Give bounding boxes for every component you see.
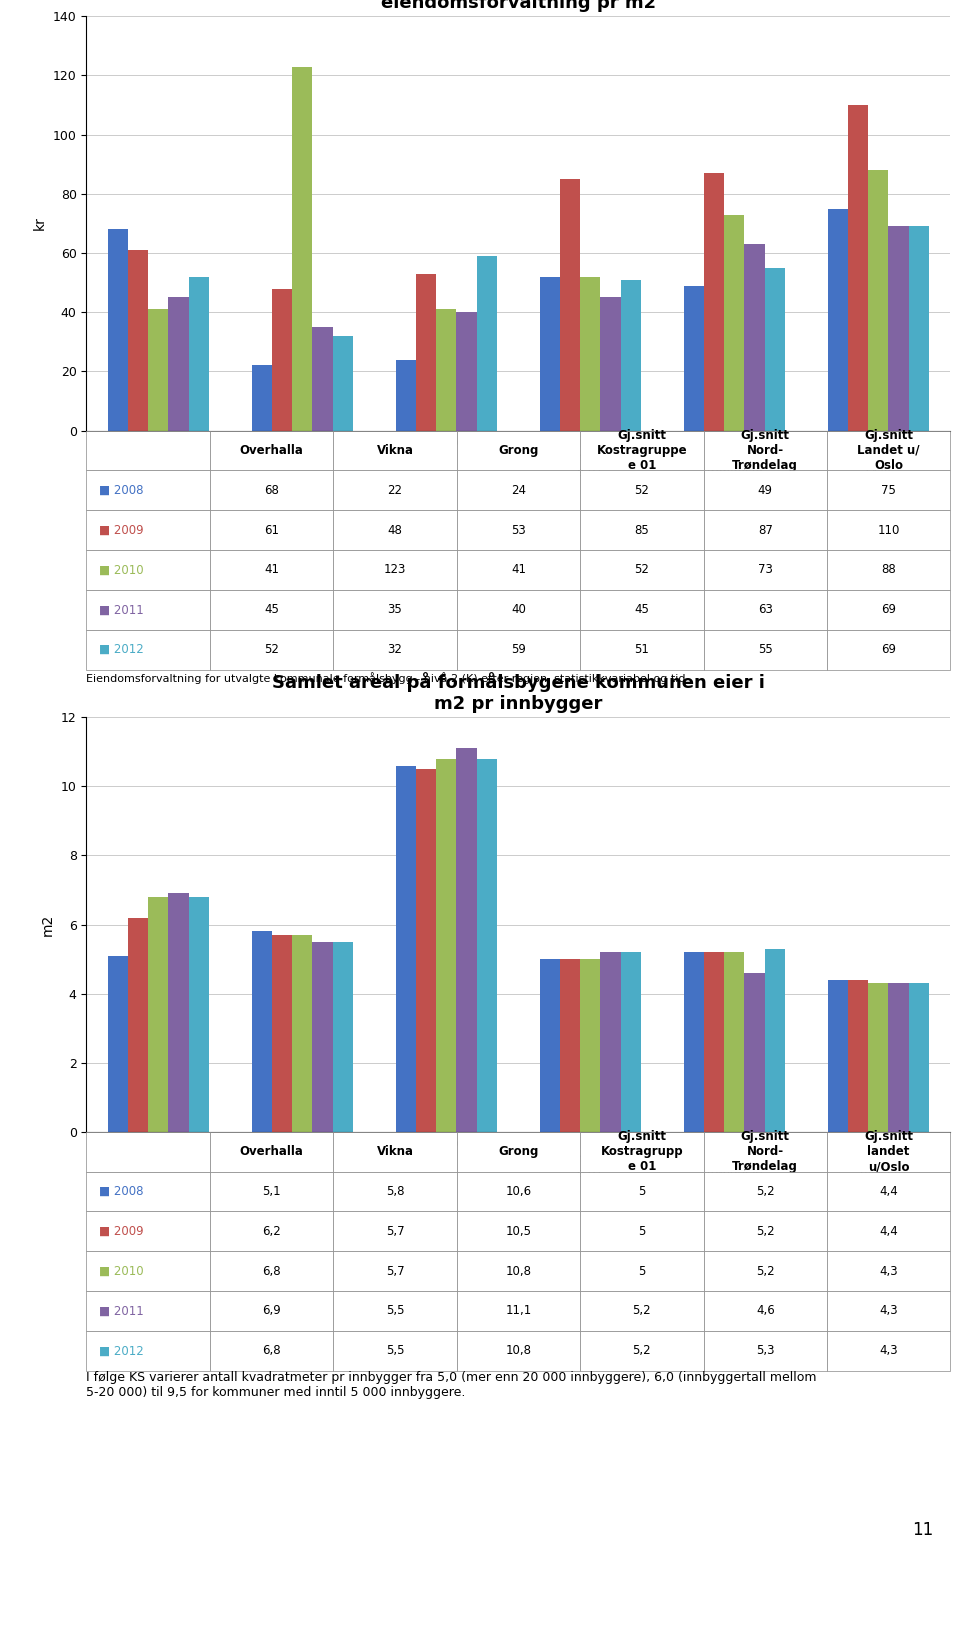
Bar: [849, 106, 868, 431]
Bar: [601, 953, 620, 1132]
Bar: [457, 748, 477, 1132]
Bar: [273, 935, 292, 1132]
Bar: [540, 959, 560, 1132]
Bar: [560, 179, 580, 431]
Text: 11: 11: [912, 1520, 933, 1540]
Bar: [621, 280, 641, 431]
Bar: [108, 956, 128, 1132]
Bar: [477, 759, 497, 1132]
Y-axis label: kr: kr: [34, 216, 47, 231]
Bar: [436, 759, 457, 1132]
Bar: [560, 959, 580, 1132]
Bar: [292, 67, 312, 431]
Bar: [313, 941, 332, 1132]
Bar: [396, 359, 417, 431]
Bar: [725, 215, 745, 431]
Bar: [457, 312, 477, 431]
Bar: [188, 898, 208, 1132]
Bar: [252, 366, 273, 431]
Title: Utgifter til vedlikeholdsaktiviteter i kommunal
eiendomsforvaltning pr m2: Utgifter til vedlikeholdsaktiviteter i k…: [283, 0, 754, 11]
Bar: [332, 337, 353, 431]
Bar: [868, 984, 888, 1132]
Bar: [108, 229, 128, 431]
Bar: [725, 953, 745, 1132]
Bar: [169, 893, 188, 1132]
Bar: [580, 959, 601, 1132]
Bar: [601, 298, 620, 431]
Bar: [704, 172, 724, 431]
Bar: [621, 953, 641, 1132]
Bar: [332, 941, 353, 1132]
Title: Samlet areal på formålsbygene kommunen eier i
m2 pr innbygger: Samlet areal på formålsbygene kommunen e…: [272, 672, 765, 714]
Bar: [252, 932, 273, 1132]
Bar: [828, 980, 848, 1132]
Bar: [764, 948, 784, 1132]
Text: Eiendomsforvaltning for utvalgte kommunale formålsbygg - nivå 2 (K) etter region: Eiendomsforvaltning for utvalgte kommuna…: [86, 672, 685, 685]
Bar: [888, 226, 908, 431]
Bar: [477, 255, 497, 431]
Bar: [684, 953, 704, 1132]
Bar: [744, 972, 764, 1132]
Bar: [169, 298, 188, 431]
Bar: [128, 250, 148, 431]
Bar: [148, 898, 168, 1132]
Bar: [908, 226, 928, 431]
Bar: [764, 268, 784, 431]
Bar: [396, 766, 417, 1132]
Bar: [580, 276, 601, 431]
Text: I følge KS varierer antall kvadratmeter pr innbygger fra 5,0 (mer enn 20 000 inn: I følge KS varierer antall kvadratmeter …: [86, 1371, 817, 1398]
Bar: [188, 276, 208, 431]
Bar: [704, 953, 724, 1132]
Bar: [128, 917, 148, 1132]
Bar: [273, 288, 292, 431]
Bar: [888, 984, 908, 1132]
Y-axis label: m2: m2: [41, 914, 56, 935]
Bar: [292, 935, 312, 1132]
Bar: [744, 244, 764, 431]
Bar: [540, 276, 560, 431]
Bar: [849, 980, 868, 1132]
Bar: [416, 273, 436, 431]
Bar: [436, 309, 457, 431]
Bar: [868, 171, 888, 431]
Bar: [828, 208, 848, 431]
Bar: [313, 327, 332, 431]
Bar: [908, 984, 928, 1132]
Bar: [148, 309, 168, 431]
Bar: [684, 286, 704, 431]
Bar: [416, 769, 436, 1132]
